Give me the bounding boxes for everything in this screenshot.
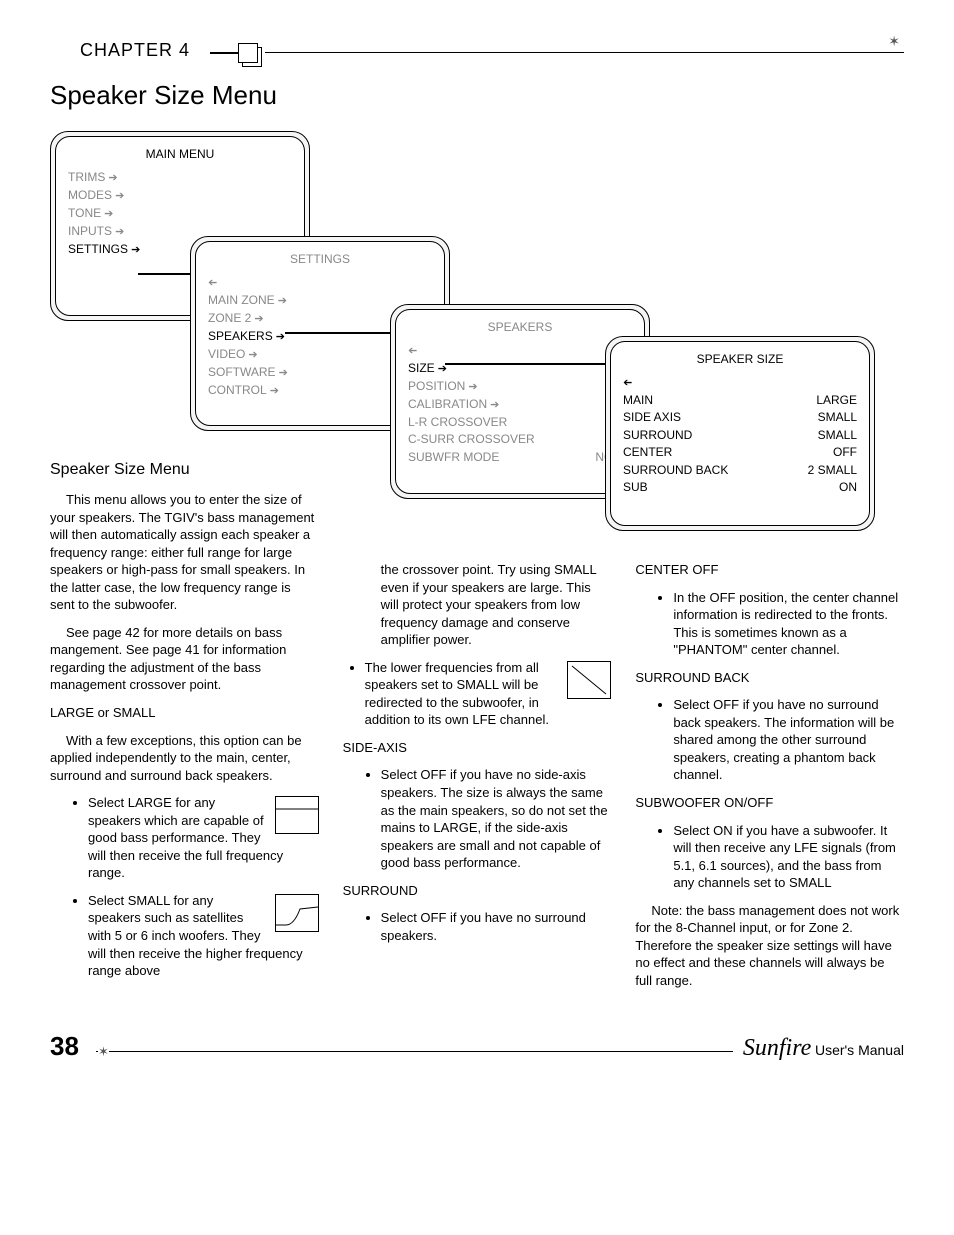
body-heading: SURROUND <box>343 882 612 900</box>
page-footer: 38 ✶ Sunfire User's Manual <box>50 1029 904 1069</box>
brand-block: Sunfire User's Manual <box>733 1035 904 1062</box>
menu-value: ON <box>839 479 857 496</box>
menu-row: SUBWFR MODENORM <box>408 449 632 466</box>
body-heading: SURROUND BACK <box>635 669 904 687</box>
back-arrow-icon <box>208 274 432 292</box>
menu-row: MAIN LARGE <box>623 392 857 409</box>
back-arrow-icon <box>623 374 857 392</box>
column-1: This menu allows you to enter the size o… <box>50 491 319 999</box>
list-item: Select LARGE for any speakers which are … <box>88 794 319 882</box>
list-item: Select OFF if you have no surround back … <box>673 696 904 784</box>
body-heading: LARGE or SMALL <box>50 704 319 722</box>
speaker-small-icon <box>275 894 319 932</box>
page-title: Speaker Size Menu <box>50 80 904 111</box>
menu-value: SMALL <box>818 409 857 426</box>
section-subhead: Speaker Size Menu <box>50 461 330 479</box>
body-text: With a few exceptions, this option can b… <box>50 732 319 785</box>
menu-label: C-SURR CROSSOVER <box>408 431 535 448</box>
menu-item: TRIMS <box>68 169 292 187</box>
chapter-rule-left <box>210 52 238 54</box>
bullet-list: Select OFF if you have no surround back … <box>673 696 904 784</box>
menu-item: TONE <box>68 205 292 223</box>
list-item: Select OFF if you have no side-axis spea… <box>381 766 612 871</box>
speaker-size-menu-screen: SPEAKER SIZE MAIN LARGE SIDE AXIS SMALL SU… <box>605 336 875 531</box>
body-text: the crossover point. Try using SMALL eve… <box>381 561 612 649</box>
list-item: Select OFF if you have no surround speak… <box>381 909 612 944</box>
list-text: The lower frequencies from all speakers … <box>365 660 549 728</box>
menu-value: LARGE <box>816 392 857 409</box>
menu-label: SURROUND <box>623 427 692 444</box>
list-item: In the OFF position, the center channel … <box>673 589 904 659</box>
menu-label: L-R CROSSOVER <box>408 414 507 431</box>
bullet-list: Select OFF if you have no surround speak… <box>381 909 612 944</box>
list-item: Select SMALL for any speakers such as sa… <box>88 892 319 980</box>
body-columns: This menu allows you to enter the size o… <box>50 491 904 999</box>
body-heading: SUBWOOFER ON/OFF <box>635 794 904 812</box>
speaker-large-icon <box>275 796 319 834</box>
menu-row: SUB ON <box>623 479 857 496</box>
menu-item: POSITION <box>408 378 632 396</box>
chapter-rule-right <box>265 52 904 53</box>
menu-label: CENTER <box>623 444 672 461</box>
bullet-list: The lower frequencies from all speakers … <box>365 659 612 729</box>
page-number: 38 <box>50 1031 85 1062</box>
crop-mark-icon: ✶ <box>888 33 900 50</box>
menu-label: SUBWFR MODE <box>408 449 499 466</box>
menu-value: 2 SMALL <box>808 462 857 479</box>
menu-title: SPEAKER SIZE <box>623 352 857 366</box>
body-text: See page 42 for more details on bass man… <box>50 624 319 694</box>
menu-label: SUB <box>623 479 648 496</box>
menu-label: SIDE AXIS <box>623 409 681 426</box>
crop-mark-icon: ✶ <box>98 1044 109 1060</box>
menu-diagram: MAIN MENU TRIMS MODES TONE INPUTS SETTIN… <box>50 131 880 551</box>
back-arrow-icon <box>408 342 632 360</box>
menu-row: L-R CROSSOVER110 <box>408 414 632 431</box>
menu-label: SURROUND BACK <box>623 462 728 479</box>
menu-title: SETTINGS <box>208 252 432 266</box>
list-text: Select LARGE for any speakers which are … <box>88 795 283 880</box>
bullet-list: Select ON if you have a subwoofer. It wi… <box>673 822 904 892</box>
menu-item: MODES <box>68 187 292 205</box>
menu-row: C-SURR CROSSOVER90 <box>408 431 632 448</box>
menu-value: SMALL <box>818 427 857 444</box>
list-text: Select SMALL for any speakers such as sa… <box>88 893 303 978</box>
bullet-list: Select OFF if you have no side-axis spea… <box>381 766 612 871</box>
menu-row: SIDE AXIS SMALL <box>623 409 857 426</box>
menu-title: SPEAKERS <box>408 320 632 334</box>
column-3: CENTER OFF In the OFF position, the cent… <box>635 491 904 999</box>
bullet-list: Select LARGE for any speakers which are … <box>88 794 319 979</box>
column-2: the crossover point. Try using SMALL eve… <box>343 491 612 999</box>
body-heading: SIDE-AXIS <box>343 739 612 757</box>
speaker-redirect-icon <box>567 661 611 699</box>
menu-row: SURROUND SMALL <box>623 427 857 444</box>
chapter-box-icon <box>238 43 258 63</box>
list-item: The lower frequencies from all speakers … <box>365 659 612 729</box>
manual-label: User's Manual <box>815 1042 904 1058</box>
body-heading: CENTER OFF <box>635 561 904 579</box>
chapter-label: CHAPTER 4 <box>80 40 190 61</box>
menu-row: SURROUND BACK 2 SMALL <box>623 462 857 479</box>
menu-title: MAIN MENU <box>68 147 292 161</box>
menu-label: MAIN <box>623 392 653 409</box>
body-text: Note: the bass management does not work … <box>635 902 904 990</box>
menu-item: CALIBRATION <box>408 396 632 414</box>
list-item: Select ON if you have a subwoofer. It wi… <box>673 822 904 892</box>
chapter-header: CHAPTER 4 ✶ <box>50 40 904 70</box>
menu-row: CENTER OFF <box>623 444 857 461</box>
menu-value: OFF <box>833 444 857 461</box>
bullet-list: In the OFF position, the center channel … <box>673 589 904 659</box>
brand-name: Sunfire <box>743 1035 811 1061</box>
